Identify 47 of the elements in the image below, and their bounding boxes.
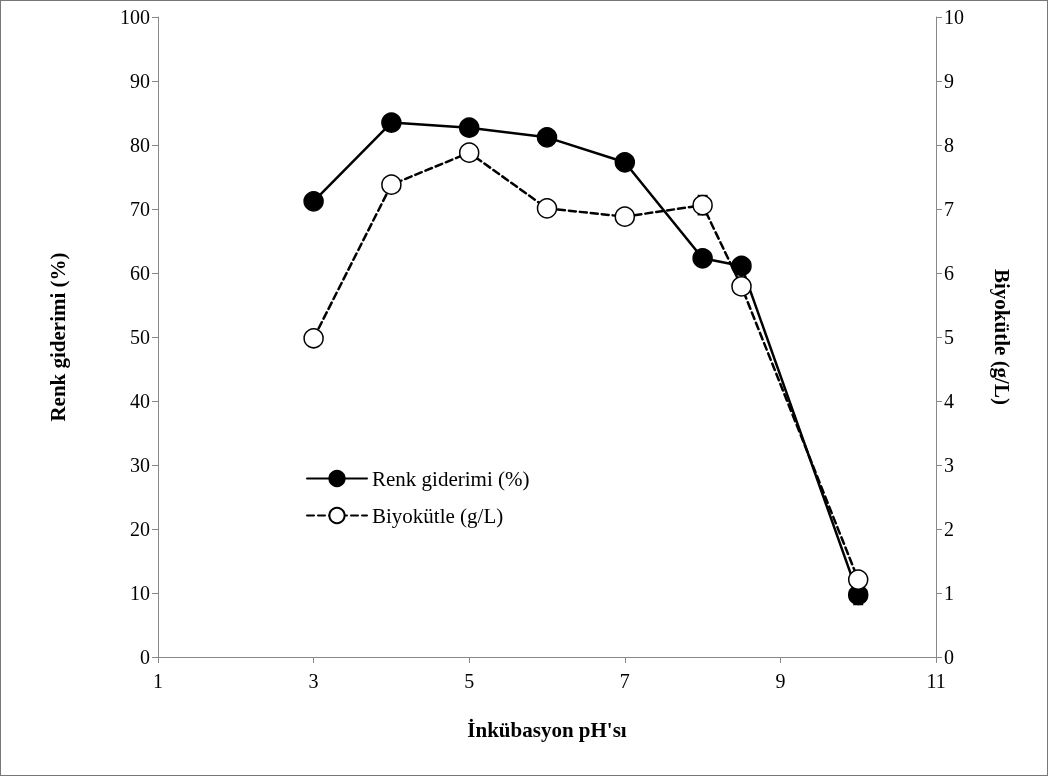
point [731,255,752,277]
y2-axis-title: Biyokütle (g/L) [989,269,1014,405]
legend-label: Biyokütle (g/L) [372,503,504,528]
y2-tick-label: 10 [944,6,964,28]
y-tick-label: 80 [130,134,150,156]
y2-tick-label: 2 [944,518,954,540]
x-tick-label: 5 [464,670,475,692]
y-tick-label: 90 [130,70,150,92]
y-tick-label: 30 [130,454,150,476]
y2-tick-label: 9 [944,70,954,92]
point [303,191,324,212]
point [614,206,636,227]
y-tick-label: 40 [130,390,150,412]
y2-tick-label: 1 [944,582,954,604]
y2-tick-label: 8 [944,134,954,156]
x-tick-label: 11 [926,670,946,692]
y-tick-label: 20 [130,518,150,540]
point [303,328,324,349]
point [458,117,480,138]
point [692,248,713,269]
point [381,174,402,195]
x-axis-title: İnkübasyon pH'sı [467,717,627,742]
y2-tick-label: 3 [944,454,954,476]
y2-tick-label: 5 [944,326,954,348]
y2-tick-label: 7 [944,198,954,220]
y-tick-label: 0 [140,646,150,668]
y-tick-label: 70 [130,198,150,220]
x-tick-label: 9 [775,670,786,692]
y2-tick-label: 0 [944,646,954,668]
point [536,127,558,148]
y-tick-label: 60 [130,262,150,284]
legend-label: Renk giderimi (%) [372,466,530,491]
point [381,112,402,133]
x-tick-label: 3 [308,670,319,692]
point [731,276,752,297]
y2-tick-label: 6 [944,262,954,284]
point [614,152,636,173]
point [458,142,480,163]
x-tick-label: 7 [619,670,630,692]
y-axis-title: Renk giderimi (%) [45,252,70,422]
y-tick-label: 50 [130,326,150,348]
y-tick-label: 10 [130,582,150,604]
point [847,569,869,590]
x-tick-label: 1 [153,670,163,692]
y2-tick-label: 4 [944,390,954,412]
y-tick-label: 100 [120,6,150,28]
point [536,198,558,219]
